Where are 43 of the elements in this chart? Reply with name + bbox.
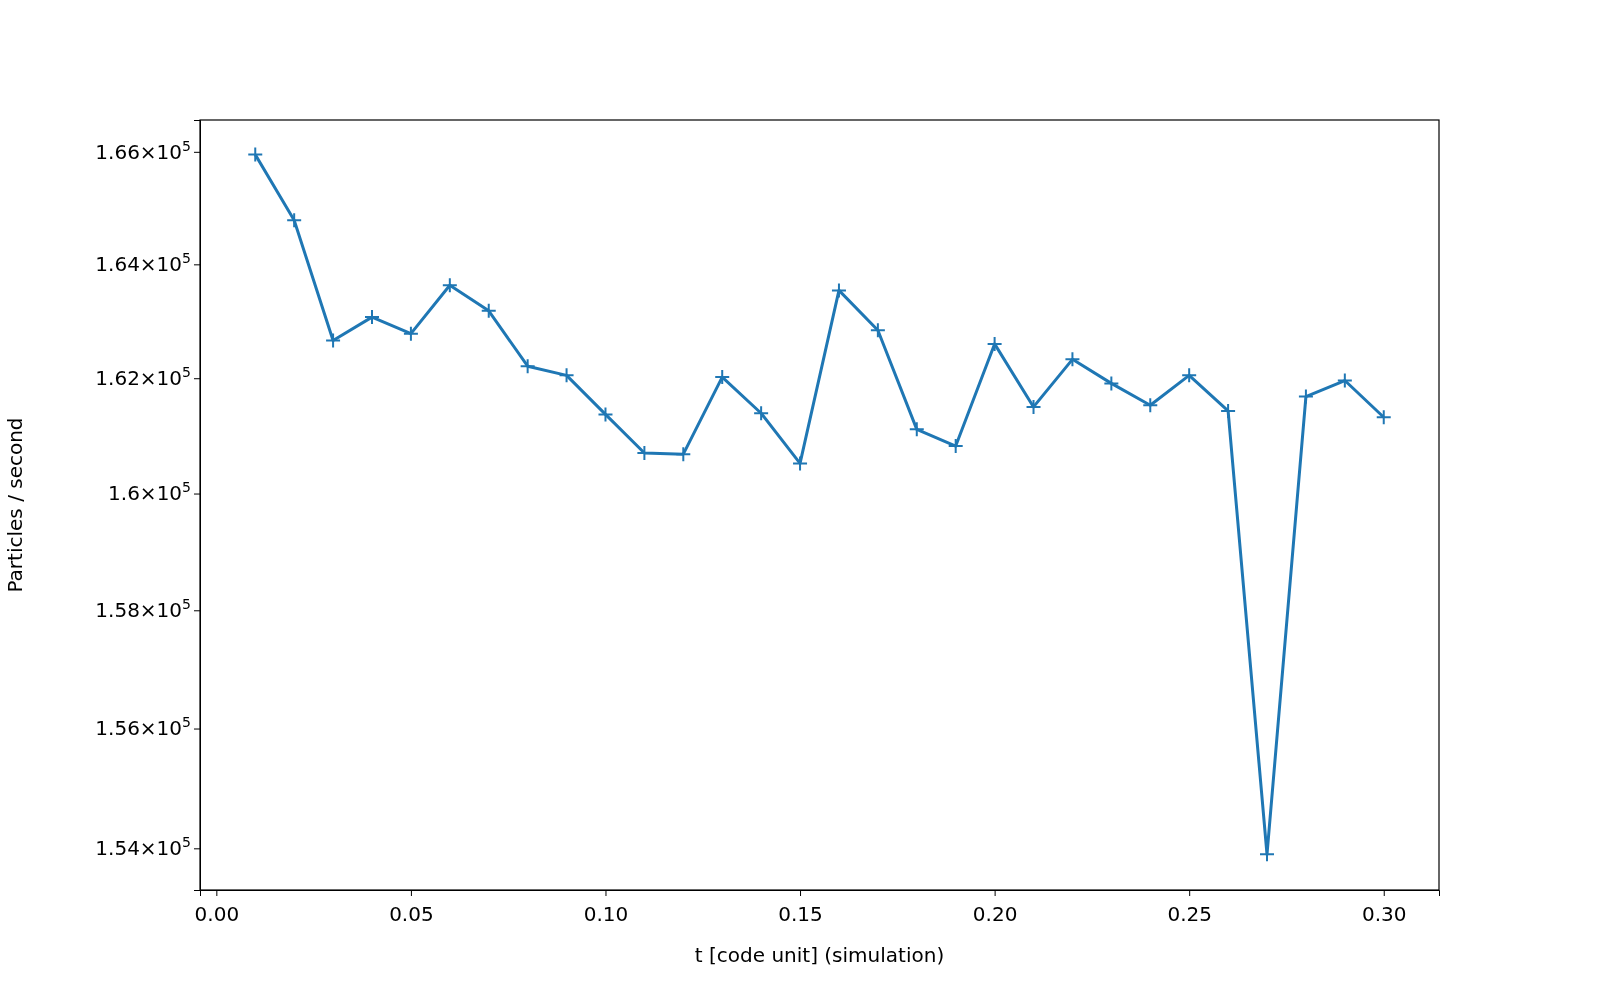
x-tick-label: 0.05 bbox=[389, 902, 434, 926]
point bbox=[714, 369, 731, 386]
point bbox=[1297, 388, 1314, 405]
x-tick-label: 0.10 bbox=[583, 902, 629, 926]
point bbox=[480, 302, 497, 319]
point bbox=[986, 335, 1003, 352]
point bbox=[247, 146, 264, 163]
point bbox=[519, 358, 536, 375]
point bbox=[1375, 409, 1392, 426]
x-tick-label: 0.25 bbox=[1167, 902, 1212, 926]
point bbox=[675, 446, 692, 463]
x-tick-label: 0.20 bbox=[972, 902, 1018, 926]
y-tick-label: 1.66×10$^{5}$ bbox=[95, 137, 191, 164]
y-tick-label: 1.58×10$^{5}$ bbox=[95, 596, 191, 623]
point bbox=[1220, 402, 1237, 419]
point bbox=[830, 282, 847, 299]
x-tick-label: 0.15 bbox=[778, 902, 823, 926]
x-tick-label: 0.30 bbox=[1361, 902, 1407, 926]
point bbox=[753, 405, 770, 422]
point bbox=[1025, 398, 1042, 415]
point bbox=[441, 277, 458, 294]
y-tick-label: 1.62×10$^{5}$ bbox=[95, 364, 191, 391]
x-tick-label: 0.00 bbox=[194, 902, 240, 926]
point bbox=[558, 367, 575, 384]
point bbox=[597, 406, 614, 423]
y-tick-label: 1.6×10$^{5}$ bbox=[108, 479, 191, 506]
point bbox=[1336, 372, 1353, 389]
point bbox=[792, 455, 809, 472]
y-axis-title: Particles / second bbox=[3, 417, 27, 593]
point bbox=[908, 421, 925, 438]
point bbox=[286, 212, 303, 229]
point bbox=[1181, 367, 1198, 384]
point bbox=[325, 332, 342, 349]
y-tick-label: 1.54×10$^{5}$ bbox=[95, 834, 191, 861]
point bbox=[1142, 397, 1159, 414]
x-axis-title: t [code unit] (simulation) bbox=[694, 943, 945, 967]
y-tick-label: 1.64×10$^{5}$ bbox=[95, 250, 191, 277]
point bbox=[869, 322, 886, 339]
point bbox=[402, 325, 419, 342]
point bbox=[947, 438, 964, 455]
point bbox=[1064, 351, 1081, 368]
y-tick-label: 1.56×10$^{5}$ bbox=[95, 714, 191, 741]
point bbox=[1103, 375, 1120, 392]
